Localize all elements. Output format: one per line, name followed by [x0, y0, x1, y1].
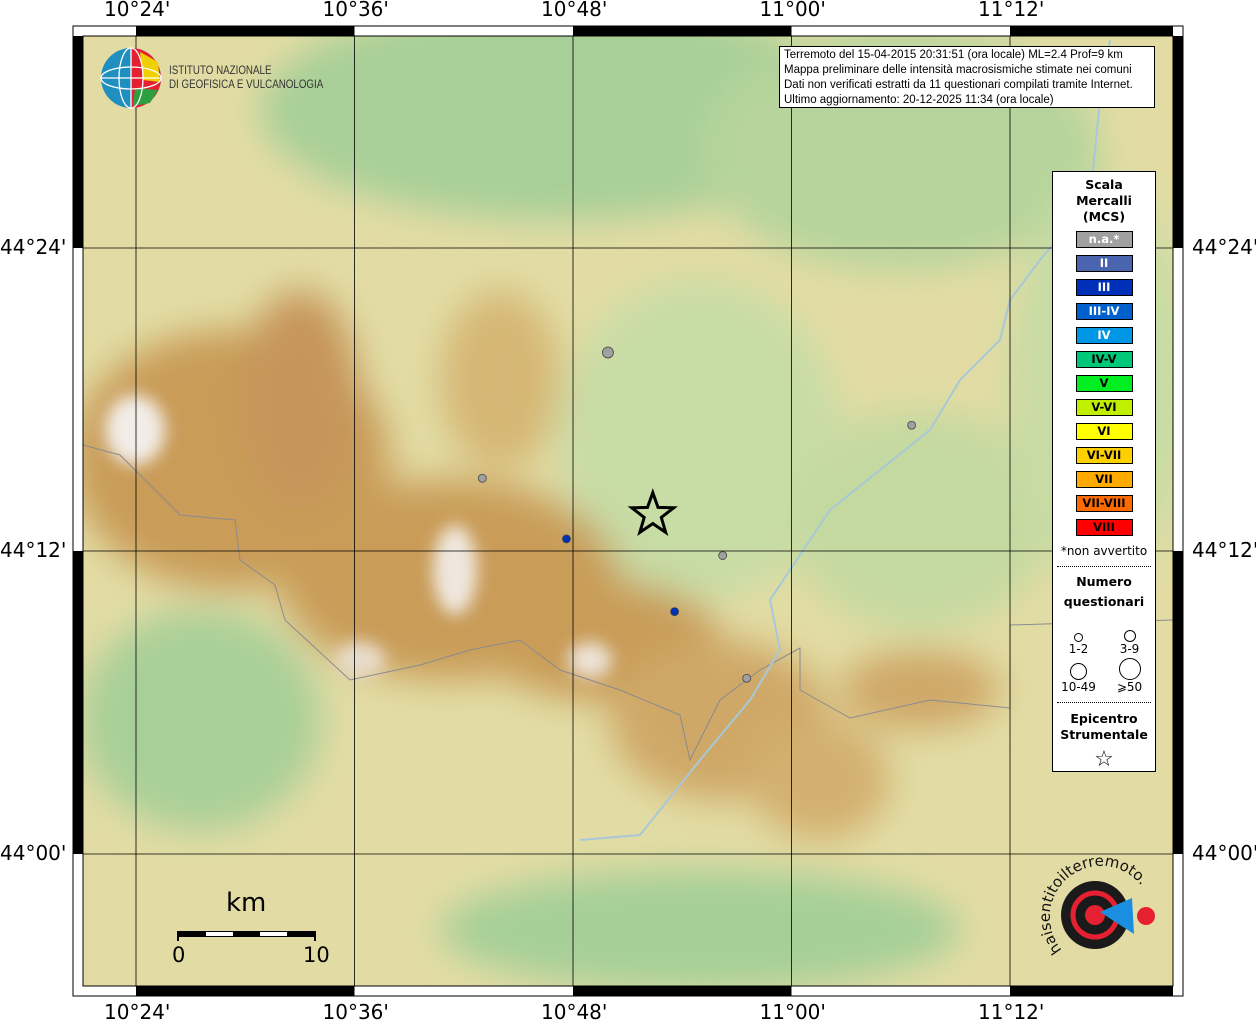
epicentro-title-1: Epicentro — [1070, 711, 1138, 726]
mcs-class-swatch: IV — [1075, 327, 1133, 344]
frame-segment — [73, 551, 83, 854]
lon-label-bottom: 11°12' — [978, 1000, 1045, 1024]
size-10-49: 10-49 — [1053, 656, 1104, 694]
legend-title: Scala Mercalli (MCS) — [1053, 177, 1155, 225]
intensity-point — [602, 346, 614, 359]
intensity-point — [718, 551, 728, 560]
frame-segment — [73, 36, 83, 248]
size-1-2: 1-2 — [1053, 618, 1104, 656]
ingv-line2: DI GEOFISICA E VULCANOLOGIA — [169, 79, 324, 91]
frame-segment — [1010, 26, 1173, 36]
intensity-points — [477, 346, 917, 683]
lon-label-top: 10°48' — [541, 0, 608, 21]
mcs-class-swatch: VI-VII — [1075, 447, 1133, 464]
event-info-box: Terremoto del 15-04-2015 20:31:51 (ora l… — [779, 46, 1155, 108]
mcs-class-swatch: IV-V — [1075, 351, 1133, 368]
scale-unit: km — [226, 888, 267, 918]
scale-end: 10 — [303, 943, 330, 967]
map-frame — [72, 25, 1184, 997]
frame-segment — [136, 986, 355, 996]
questionari-title: Numero questionari — [1053, 572, 1155, 612]
frame-segment — [1173, 551, 1183, 854]
mcs-class-swatch: n.a.* — [1075, 231, 1133, 248]
ingv-line1: ISTITUTO NAZIONALE — [169, 65, 272, 77]
divider — [1057, 702, 1151, 703]
questionari-sizes: 1-2 3-9 10-49 ⩾50 — [1053, 618, 1155, 694]
map-description: Mappa preliminare delle intensità macros… — [784, 64, 1132, 76]
ingv-globe-logo — [100, 47, 162, 109]
legend: Scala Mercalli (MCS) n.a.* II III III-IV IV I… — [1052, 171, 1156, 772]
legend-title-1: Scala — [1085, 177, 1123, 192]
lon-label-bottom: 11°00' — [759, 1000, 826, 1024]
ingv-logo-text: ISTITUTO NAZIONALE DI GEOFISICA E VULCAN… — [169, 64, 323, 92]
lat-label-right: 44°24' — [1192, 235, 1256, 259]
questionari-title-2: questionari — [1063, 594, 1145, 609]
frame-segment — [136, 26, 355, 36]
mcs-class-swatch: VII — [1075, 471, 1133, 488]
mcs-class-swatch: VIII — [1075, 519, 1133, 536]
mcs-class-swatch: VI — [1075, 423, 1133, 440]
terrain-relief — [83, 36, 1173, 986]
frame-segment — [573, 26, 792, 36]
mcs-class-swatch: III — [1075, 279, 1133, 296]
legend-title-2: Mercalli — [1076, 193, 1132, 208]
questionari-title-1: Numero — [1076, 574, 1132, 589]
legend-note: *non avvertito — [1060, 544, 1148, 558]
intensity-point — [477, 473, 487, 483]
lat-label-right: 44°12' — [1192, 538, 1256, 562]
lon-label-top: 10°24' — [104, 0, 171, 21]
lon-label-bottom: 10°36' — [322, 1000, 389, 1024]
star-icon: ☆ — [1094, 747, 1114, 772]
size-3-9: 3-9 — [1104, 618, 1155, 656]
divider — [1057, 566, 1151, 567]
legend-title-3: (MCS) — [1082, 209, 1126, 224]
frame-segment — [1010, 986, 1173, 996]
lat-label-right: 44°00' — [1192, 841, 1256, 865]
mcs-class-swatch: V — [1075, 375, 1133, 392]
lat-label-left: 44°12' — [0, 538, 67, 562]
lat-label-left: 44°24' — [0, 235, 67, 259]
mcs-class-swatch: II — [1075, 255, 1133, 272]
frame-segment — [1173, 36, 1183, 248]
scale-start: 0 — [172, 943, 186, 967]
lon-label-bottom: 10°48' — [541, 1000, 608, 1024]
intensity-point — [670, 607, 680, 616]
lat-label-left: 44°00' — [0, 841, 67, 865]
scale-bar — [177, 931, 316, 941]
frame-segment — [573, 986, 792, 996]
intensity-point — [907, 420, 917, 430]
epicentro-title: Epicentro Strumentale — [1053, 711, 1155, 743]
intensity-point — [562, 534, 571, 544]
lon-label-bottom: 10°24' — [104, 1000, 171, 1024]
event-line: Terremoto del 15-04-2015 20:31:51 (ora l… — [784, 49, 1123, 61]
last-update: Ultimo aggiornamento: 20-12-2025 11:34 (… — [784, 94, 1054, 106]
graticule — [83, 36, 1173, 986]
data-source: Dati non verificati estratti da 11 quest… — [784, 79, 1133, 91]
lon-label-top: 10°36' — [322, 0, 389, 21]
epicentro-title-2: Strumentale — [1060, 727, 1148, 742]
intensity-point — [742, 673, 752, 683]
mcs-class-swatch: VII-VIII — [1075, 495, 1133, 512]
mcs-class-swatch: III-IV — [1075, 303, 1133, 320]
epicenter-star — [627, 488, 678, 537]
lon-label-top: 11°12' — [978, 0, 1045, 21]
mcs-swatches: n.a.* II III III-IV IV IV-V V V-VI VI VI-VII VII VI… — [1053, 231, 1155, 536]
lon-label-top: 11°00' — [759, 0, 826, 21]
mcs-class-swatch: V-VI — [1075, 399, 1133, 416]
size-50-plus: ⩾50 — [1104, 656, 1155, 694]
